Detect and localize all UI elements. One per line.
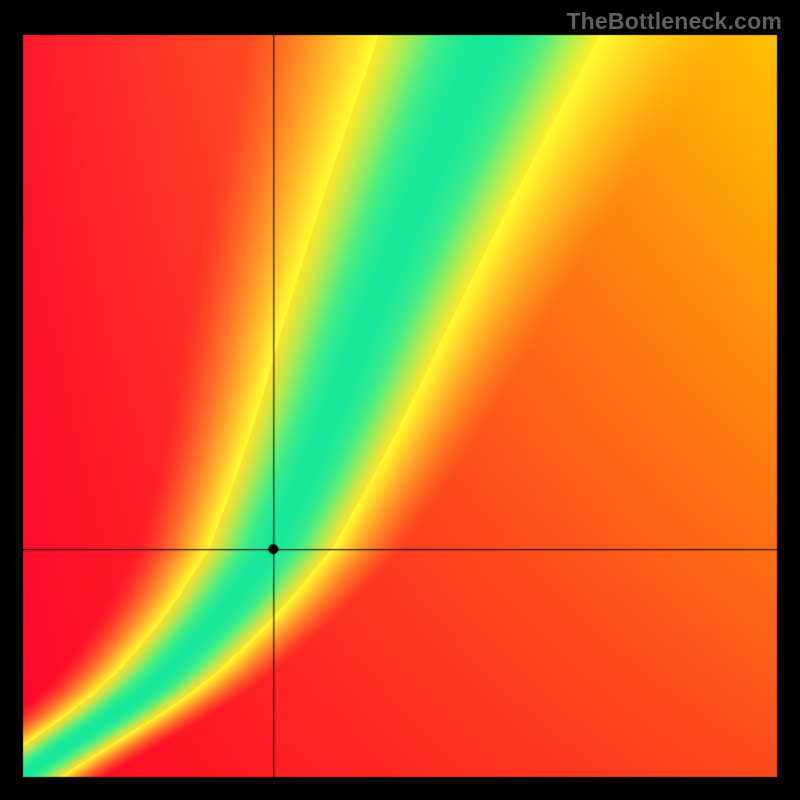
watermark: TheBottleneck.com [566, 8, 782, 35]
heatmap-canvas [0, 0, 800, 800]
